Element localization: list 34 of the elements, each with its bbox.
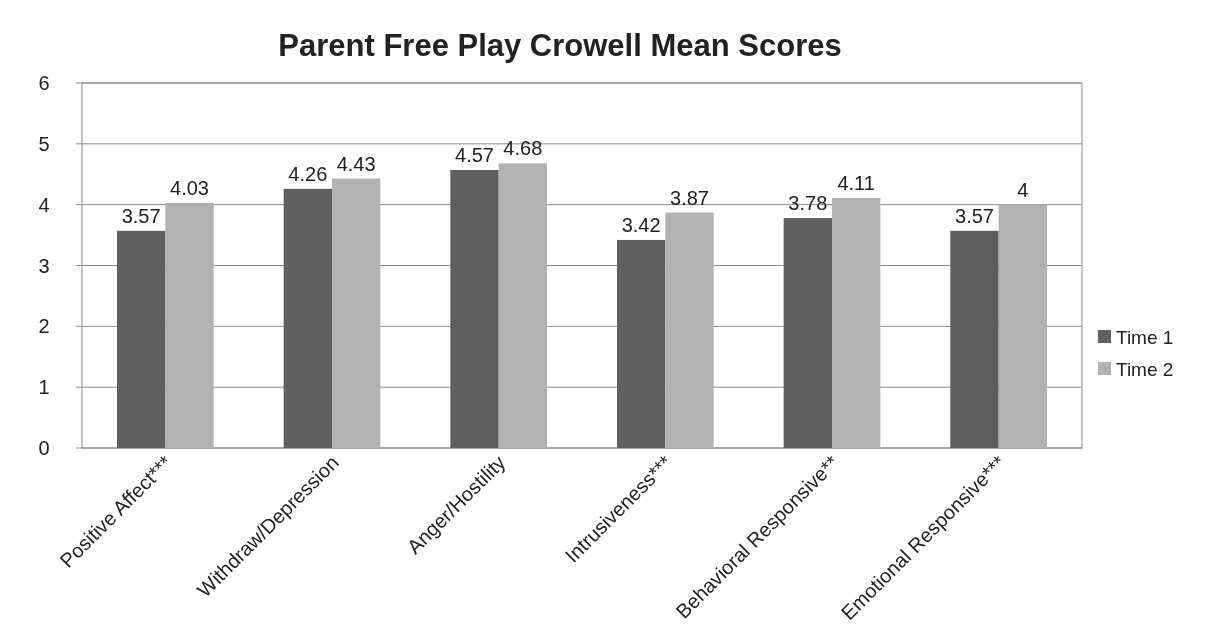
bar (783, 218, 832, 448)
bar (450, 169, 499, 448)
legend-label: Time 2 (1116, 358, 1174, 380)
data-label: 4.68 (503, 137, 543, 160)
bar (617, 239, 666, 448)
bar (283, 188, 332, 448)
data-label: 4.11 (837, 171, 875, 194)
data-label: 4.03 (170, 176, 209, 199)
bar (498, 163, 547, 448)
bar (117, 230, 166, 448)
bar (332, 178, 381, 448)
bar (665, 212, 714, 448)
data-label: 4.57 (455, 143, 494, 166)
y-tick-label: 5 (38, 132, 50, 155)
y-tick-label: 4 (38, 193, 50, 216)
y-tick-label: 2 (38, 315, 50, 338)
data-label: 3.87 (670, 186, 709, 209)
data-label: 3.57 (121, 204, 161, 227)
data-label: 4 (1017, 178, 1029, 201)
data-label: 3.57 (955, 204, 994, 227)
bar (950, 230, 999, 448)
data-label: 4.43 (336, 152, 376, 175)
data-label: 3.78 (788, 192, 828, 215)
bar (832, 197, 881, 448)
bar (998, 204, 1047, 448)
chart-title: Parent Free Play Crowell Mean Scores (278, 28, 842, 63)
bar (165, 202, 214, 448)
data-label: 4.26 (288, 162, 328, 185)
y-tick-label: 6 (38, 72, 50, 94)
data-label: 3.42 (621, 213, 661, 236)
legend-label: Time 1 (1116, 326, 1174, 348)
y-tick-label: 1 (38, 376, 50, 399)
y-tick-label: 0 (38, 437, 50, 459)
y-tick-label: 3 (38, 254, 50, 277)
